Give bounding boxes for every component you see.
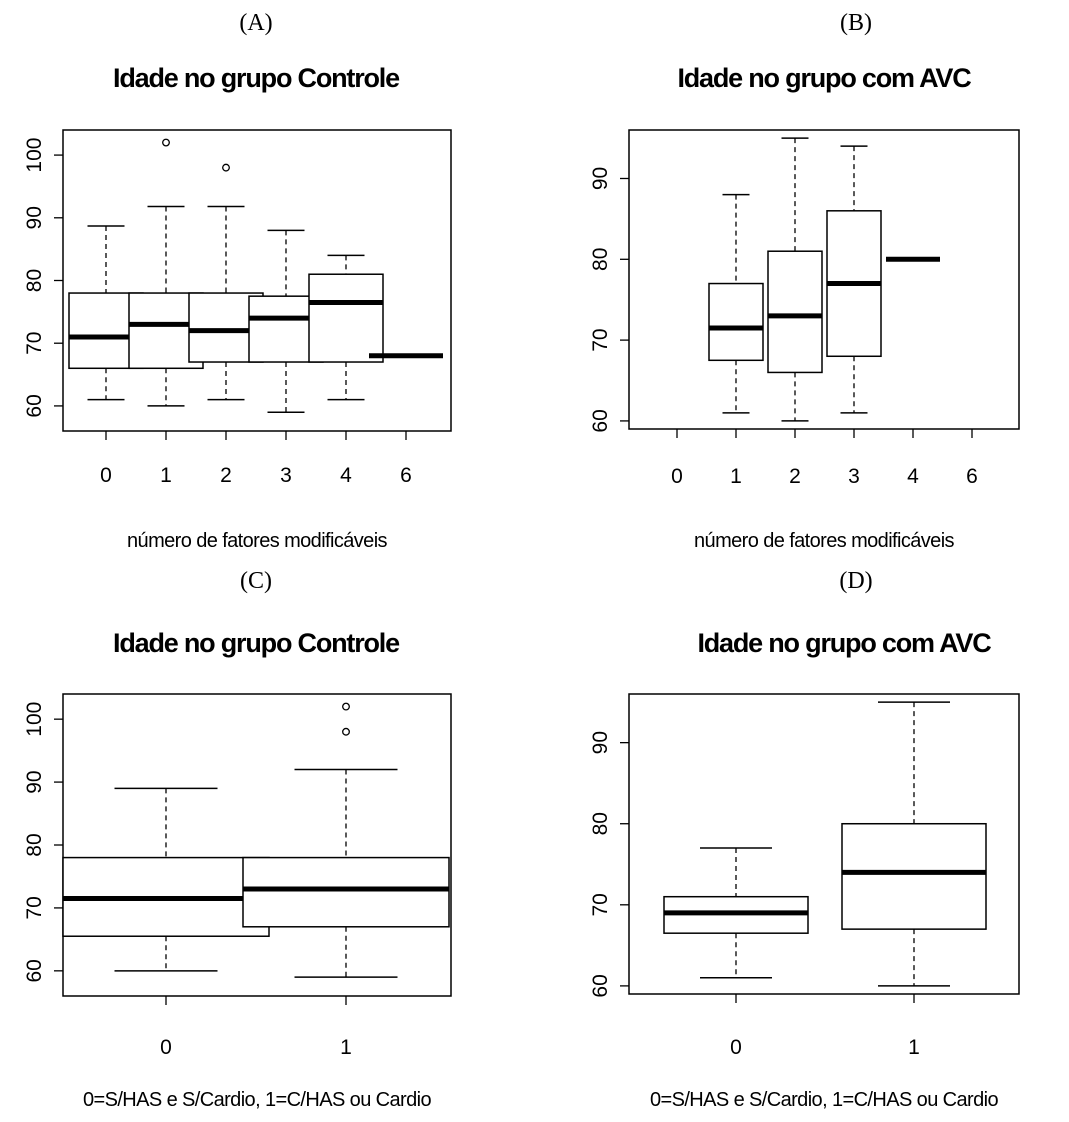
y-tick-label: 90 xyxy=(23,770,46,793)
y-tick-label: 80 xyxy=(23,269,46,292)
y-tick-label: 60 xyxy=(589,974,612,997)
x-axis-label: 0=S/HAS e S/Cardio, 1=C/HAS ou Cardio xyxy=(650,1089,998,1111)
y-tick-label: 70 xyxy=(23,896,46,919)
outlier-point xyxy=(342,727,350,736)
x-axis-label: número de fatores modificáveis xyxy=(694,530,955,552)
box-0 xyxy=(62,787,270,972)
plot-frame xyxy=(62,693,452,997)
x-tick-label: 1 xyxy=(908,1036,920,1059)
x-tick-label: 3 xyxy=(280,464,292,487)
box-iqr xyxy=(767,250,823,374)
x-axis-label: 0=S/HAS e S/Cardio, 1=C/HAS ou Cardio xyxy=(83,1089,431,1111)
x-tick-label: 1 xyxy=(160,464,172,487)
chart-title: Idade no grupo com AVC xyxy=(677,63,971,93)
x-tick-label: 6 xyxy=(400,464,412,487)
x-tick-label: 6 xyxy=(966,465,978,488)
y-tick-label: 100 xyxy=(23,702,46,737)
box-1 xyxy=(841,701,987,987)
x-tick-label: 0 xyxy=(160,1036,172,1059)
x-tick-label: 4 xyxy=(907,465,919,488)
outlier-point xyxy=(342,702,350,711)
panel-letter: (A) xyxy=(239,10,272,36)
box-iqr xyxy=(308,273,384,363)
box-iqr xyxy=(242,856,450,928)
plot-frame xyxy=(62,129,452,432)
y-tick-label: 80 xyxy=(589,248,612,271)
outlier-point xyxy=(162,138,170,147)
box-4 xyxy=(308,254,384,401)
box-iqr xyxy=(841,822,987,930)
y-tick-label: 100 xyxy=(23,138,46,173)
panel-d: (D) Idade no grupo com AVC 60 70 80 90 0 1 0=S/H… xyxy=(589,568,1020,1111)
x-tick-label: 1 xyxy=(340,1036,352,1059)
x-axis-label: número de fatores modificáveis xyxy=(127,530,388,552)
box-1 xyxy=(708,193,764,414)
plot-frame xyxy=(628,693,1020,995)
chart-title: Idade no grupo Controle xyxy=(113,63,400,93)
y-tick-label: 90 xyxy=(589,731,612,754)
y-tick-label: 60 xyxy=(23,959,46,982)
y-tick-label: 70 xyxy=(589,893,612,916)
box-iqr xyxy=(708,282,764,362)
x-tick-label: 0 xyxy=(671,465,683,488)
x-tick-label: 2 xyxy=(789,465,801,488)
y-tick-label: 60 xyxy=(23,394,46,417)
y-tick-label: 90 xyxy=(589,167,612,190)
y-tick-label: 70 xyxy=(589,328,612,351)
box-0 xyxy=(663,847,809,979)
y-tick-label: 60 xyxy=(589,409,612,432)
x-tick-label: 4 xyxy=(340,464,352,487)
chart-title: Idade no grupo Controle xyxy=(113,628,400,658)
y-tick-label: 80 xyxy=(23,833,46,856)
outlier-point xyxy=(222,163,230,172)
x-tick-label: 2 xyxy=(220,464,232,487)
panel-a: (A) Idade no grupo Controle 60 70 80 90 100 0 1 2… xyxy=(23,10,452,552)
y-tick-label: 70 xyxy=(23,332,46,355)
x-tick-label: 0 xyxy=(100,464,112,487)
panel-c: (C) Idade no grupo Controle 60 70 80 90 100 0 1 0… xyxy=(23,568,452,1111)
chart-title: Idade no grupo com AVC xyxy=(697,628,991,658)
x-tick-label: 3 xyxy=(848,465,860,488)
x-tick-label: 0 xyxy=(730,1036,742,1059)
box-2 xyxy=(767,137,823,422)
y-tick-label: 80 xyxy=(589,812,612,835)
box-3 xyxy=(826,145,882,414)
panel-b: (B) Idade no grupo com AVC 60 70 80 90 0 1 2 3 4 6 n… xyxy=(589,10,1020,552)
y-tick-label: 90 xyxy=(23,206,46,229)
plot-frame xyxy=(628,129,1020,430)
box-1 xyxy=(242,702,450,978)
panel-letter: (C) xyxy=(240,568,272,594)
x-tick-label: 1 xyxy=(730,465,742,488)
panel-letter: (D) xyxy=(839,568,872,594)
panel-letter: (B) xyxy=(840,10,872,36)
box-1 xyxy=(128,138,204,407)
